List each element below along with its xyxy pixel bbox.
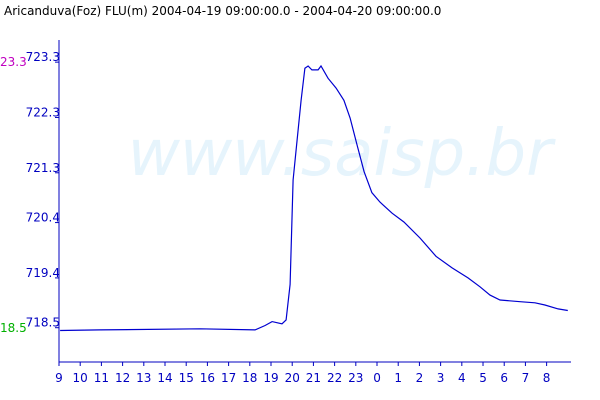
x-tick-label: 18	[242, 371, 257, 385]
x-tick-label: 19	[263, 371, 278, 385]
max-label: 23.3	[0, 55, 27, 69]
x-tick-label: 3	[437, 371, 445, 385]
x-tick-label: 17	[221, 371, 236, 385]
x-tick-label: 4	[458, 371, 466, 385]
x-tick-label: 0	[373, 371, 381, 385]
chart-title: Aricanduva(Foz) FLU(m) 2004-04-19 09:00:…	[4, 4, 441, 18]
x-tick-label: 8	[543, 371, 551, 385]
x-tick-label: 2	[416, 371, 424, 385]
x-tick-label: 20	[285, 371, 300, 385]
x-tick-label: 9	[55, 371, 63, 385]
x-tick-label: 16	[200, 371, 215, 385]
line	[60, 64, 568, 332]
y-tick-label: 721.3	[26, 161, 60, 175]
y-tick-label: 723.3	[26, 50, 60, 64]
x-tick-label: 11	[94, 371, 109, 385]
y-tick-label: 719.4	[26, 266, 60, 280]
x-tick-label: 10	[73, 371, 88, 385]
y-tick-label: 718.5	[26, 316, 60, 330]
watermark: www.saisp.br	[128, 117, 557, 191]
x-tick-label: 13	[136, 371, 151, 385]
x-tick-label: 21	[306, 371, 321, 385]
y-tick-label: 722.3	[26, 105, 60, 119]
x-tick-label: 6	[500, 371, 508, 385]
x-tick-label: 7	[522, 371, 530, 385]
x-tick-label: 12	[115, 371, 130, 385]
x-tick-label: 5	[479, 371, 487, 385]
x-tick-label: 15	[179, 371, 194, 385]
x-tick-label: 1	[394, 371, 402, 385]
x-tick-label: 23	[348, 371, 363, 385]
min-label: 18.5	[0, 321, 27, 335]
y-tick-label: 720.4	[26, 211, 60, 225]
x-tick-label: 14	[157, 371, 172, 385]
x-tick-label: 22	[327, 371, 342, 385]
